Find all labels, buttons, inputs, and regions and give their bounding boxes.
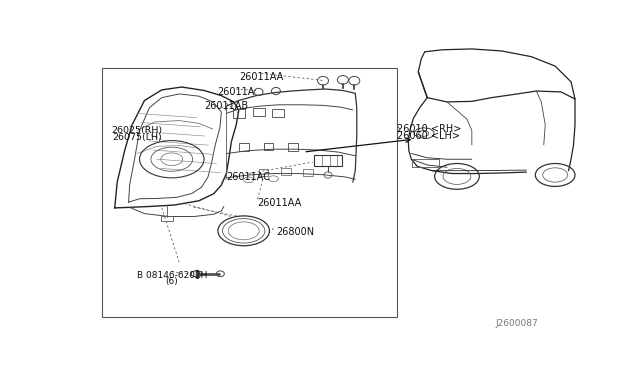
Bar [264,142,273,150]
Bar [281,168,291,175]
Text: J2600087: J2600087 [495,319,538,328]
Bar [288,144,298,151]
Text: 26011AC: 26011AC [227,172,271,182]
Text: 26800N: 26800N [276,227,314,237]
Bar [273,109,284,117]
Text: 26010 <RH>: 26010 <RH> [397,124,462,134]
Text: 26060 <LH>: 26060 <LH> [397,131,460,141]
Bar [233,109,244,118]
Bar [102,68,397,317]
Bar [303,169,313,176]
Text: 26011AA: 26011AA [239,72,283,82]
Text: 26011AA: 26011AA [257,198,302,208]
Text: 26075(LH): 26075(LH) [112,133,162,142]
Bar [161,216,173,221]
Bar [253,108,264,116]
Bar [239,144,249,151]
Bar [412,159,439,167]
Bar [314,155,342,166]
Text: 26011AB: 26011AB [204,101,248,111]
Text: 26011A: 26011A [218,87,255,97]
Text: (6): (6) [165,277,178,286]
Bar [259,169,269,176]
Text: 26025(RH): 26025(RH) [111,126,163,135]
Text: B 08146-6202H: B 08146-6202H [136,271,207,280]
